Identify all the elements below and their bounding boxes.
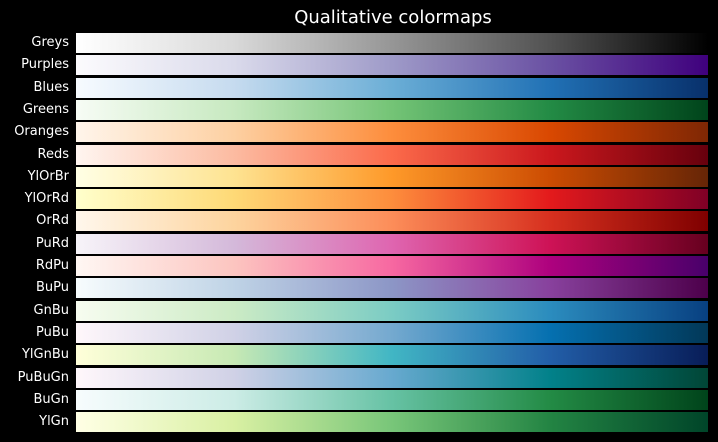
colormap-label: Blues: [33, 79, 69, 95]
colormap-label: YlGnBu: [21, 347, 69, 363]
colormap-label: Greys: [31, 35, 69, 50]
colormap-gradient-bar: [76, 211, 708, 232]
colormap-label: YlOrBr: [27, 168, 69, 184]
colormap-row-ylgn: YlGn: [0, 412, 718, 433]
chart-title: Qualitative colormaps: [294, 7, 492, 28]
colormap-row-rdpu: RdPu: [0, 256, 718, 276]
colormap-label: PuBuGn: [17, 369, 69, 385]
colormap-row-greens: Greens: [0, 99, 718, 120]
colormap-gradient-bar: [76, 166, 708, 187]
colormap-row-pubugn: PuBuGn: [0, 367, 718, 388]
colormap-gradient-bar: [76, 189, 708, 210]
colormap-label: YlOrRd: [24, 191, 69, 207]
colormap-row-bupu: BuPu: [0, 278, 718, 299]
colormap-row-bugn: BuGn: [0, 389, 718, 410]
colormap-gradient-bar: [76, 322, 708, 343]
colormap-label: Oranges: [14, 124, 69, 140]
colormap-label: RdPu: [35, 258, 69, 273]
colormap-row-reds: Reds: [0, 144, 718, 165]
colormap-label: YlGn: [39, 414, 69, 430]
colormap-row-greys: Greys: [0, 33, 718, 53]
colormap-label: Purples: [21, 57, 69, 73]
colormap-label: PuRd: [35, 235, 69, 251]
colormap-row-orrd: OrRd: [0, 211, 718, 232]
colormap-gradient-bar: [76, 233, 708, 254]
colormap-label: Reds: [37, 146, 69, 162]
colormap-label: Greens: [22, 101, 69, 117]
colormap-gradient-bar: [76, 122, 708, 143]
colormap-row-oranges: Oranges: [0, 122, 718, 143]
colormap-label: PuBu: [35, 324, 69, 340]
colormap-label: BuGn: [33, 391, 69, 407]
colormap-gradient-bar: [76, 256, 708, 276]
colormap-gradient-bar: [76, 367, 708, 388]
colormap-row-ylorbr: YlOrBr: [0, 166, 718, 187]
colormap-label: GnBu: [33, 302, 69, 318]
colormap-gradient-bar: [76, 300, 708, 321]
colormap-gradient-bar: [76, 33, 708, 53]
colormap-gradient-bar: [76, 55, 708, 76]
colormap-label: OrRd: [36, 213, 69, 229]
colormap-gradient-bar: [76, 389, 708, 410]
colormap-gradient-bar: [76, 144, 708, 165]
colormap-row-purd: PuRd: [0, 233, 718, 254]
colormap-gradient-bar: [76, 412, 708, 433]
colormap-row-gnbu: GnBu: [0, 300, 718, 321]
colormap-row-blues: Blues: [0, 77, 718, 98]
colormap-gradient-bar: [76, 278, 708, 299]
colormap-gradient-bar: [76, 345, 708, 366]
colormap-row-pubu: PuBu: [0, 322, 718, 343]
colormap-row-ylgnbu: YlGnBu: [0, 345, 718, 366]
colormap-label: BuPu: [35, 280, 69, 296]
colormap-row-ylorrd: YlOrRd: [0, 189, 718, 210]
colormap-gradient-bar: [76, 77, 708, 98]
colormap-row-purples: Purples: [0, 55, 718, 76]
colormap-gradient-bar: [76, 99, 708, 120]
